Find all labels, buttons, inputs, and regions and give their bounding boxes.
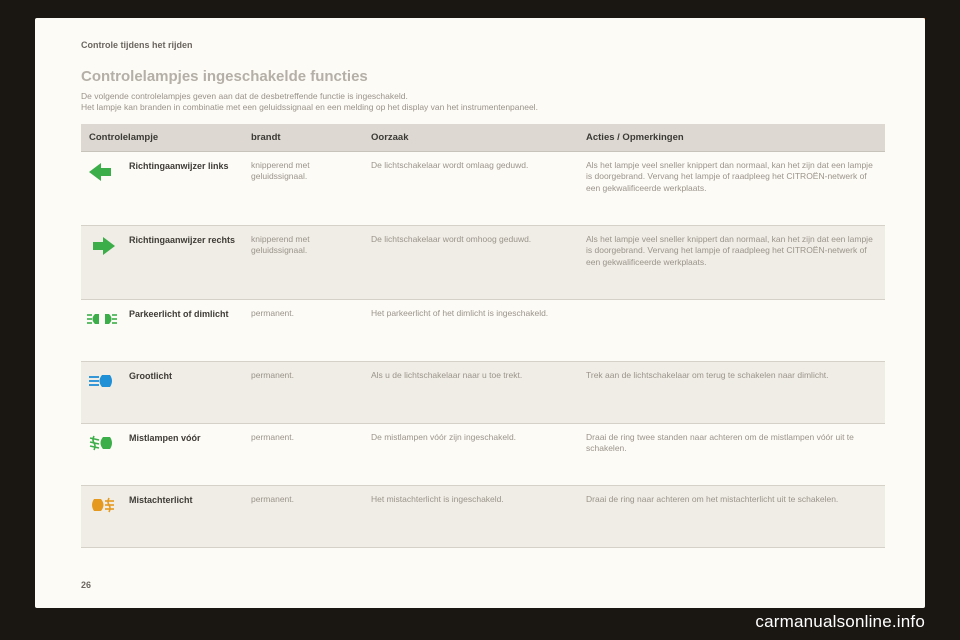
- highbeam-icon: [81, 361, 123, 423]
- lamp-state: permanent.: [245, 361, 365, 423]
- table-row: Richtingaanwijzer rechtsknipperend met g…: [81, 225, 885, 299]
- lamp-name: Richtingaanwijzer rechts: [123, 225, 245, 299]
- lamp-cause: De lichtschakelaar wordt omhoog geduwd.: [365, 225, 580, 299]
- table-row: Grootlichtpermanent.Als u de lichtschake…: [81, 361, 885, 423]
- lamp-cause: Het parkeerlicht of het dimlicht is inge…: [365, 299, 580, 361]
- lamp-state: knipperend met geluidssignaal.: [245, 151, 365, 225]
- section-label: Controle tijdens het rijden: [81, 40, 885, 50]
- lamp-name: Mistlampen vóór: [123, 423, 245, 485]
- page-title: Controlelampjes ingeschakelde functies: [81, 68, 885, 85]
- table-row: Richtingaanwijzer linksknipperend met ge…: [81, 151, 885, 225]
- intro-line: Het lampje kan branden in combinatie met…: [81, 102, 538, 112]
- lamp-cause: De lichtschakelaar wordt omlaag geduwd.: [365, 151, 580, 225]
- col-cause: Oorzaak: [365, 124, 580, 152]
- indicator-table: Controlelampje brandt Oorzaak Acties / O…: [81, 124, 885, 548]
- lamp-state: permanent.: [245, 423, 365, 485]
- lamp-actions: Als het lampje veel sneller knippert dan…: [580, 225, 885, 299]
- lamp-name: Mistachterlicht: [123, 485, 245, 547]
- intro-text: De volgende controlelampjes geven aan da…: [81, 91, 885, 114]
- col-state: brandt: [245, 124, 365, 152]
- lamp-cause: De mistlampen vóór zijn ingeschakeld.: [365, 423, 580, 485]
- sidelight-icon: [81, 299, 123, 361]
- lamp-name: Parkeerlicht of dimlicht: [123, 299, 245, 361]
- lamp-cause: Als u de lichtschakelaar naar u toe trek…: [365, 361, 580, 423]
- left-arrow-icon: [81, 151, 123, 225]
- col-lamp: Controlelampje: [81, 124, 245, 152]
- col-actions: Acties / Opmerkingen: [580, 124, 885, 152]
- table-row: Parkeerlicht of dimlichtpermanent.Het pa…: [81, 299, 885, 361]
- lamp-actions: Als het lampje veel sneller knippert dan…: [580, 151, 885, 225]
- page-number: 26: [81, 580, 91, 590]
- table-row: Mistachterlichtpermanent.Het mistachterl…: [81, 485, 885, 547]
- table-row: Mistlampen vóórpermanent.De mistlampen v…: [81, 423, 885, 485]
- table-header-row: Controlelampje brandt Oorzaak Acties / O…: [81, 124, 885, 152]
- lamp-name: Richtingaanwijzer links: [123, 151, 245, 225]
- page: Controle tijdens het rijden Controlelamp…: [35, 18, 925, 608]
- rearfog-icon: [81, 485, 123, 547]
- intro-line: De volgende controlelampjes geven aan da…: [81, 91, 408, 101]
- frontfog-icon: [81, 423, 123, 485]
- lamp-name: Grootlicht: [123, 361, 245, 423]
- lamp-actions: Draai de ring twee standen naar achteren…: [580, 423, 885, 485]
- lamp-state: permanent.: [245, 299, 365, 361]
- lamp-state: permanent.: [245, 485, 365, 547]
- right-arrow-icon: [81, 225, 123, 299]
- lamp-actions: Trek aan de lichtschakelaar om terug te …: [580, 361, 885, 423]
- lamp-state: knipperend met geluidssignaal.: [245, 225, 365, 299]
- watermark: carmanualsonline.info: [755, 612, 925, 632]
- lamp-cause: Het mistachterlicht is ingeschakeld.: [365, 485, 580, 547]
- lamp-actions: [580, 299, 885, 361]
- lamp-actions: Draai de ring naar achteren om het mista…: [580, 485, 885, 547]
